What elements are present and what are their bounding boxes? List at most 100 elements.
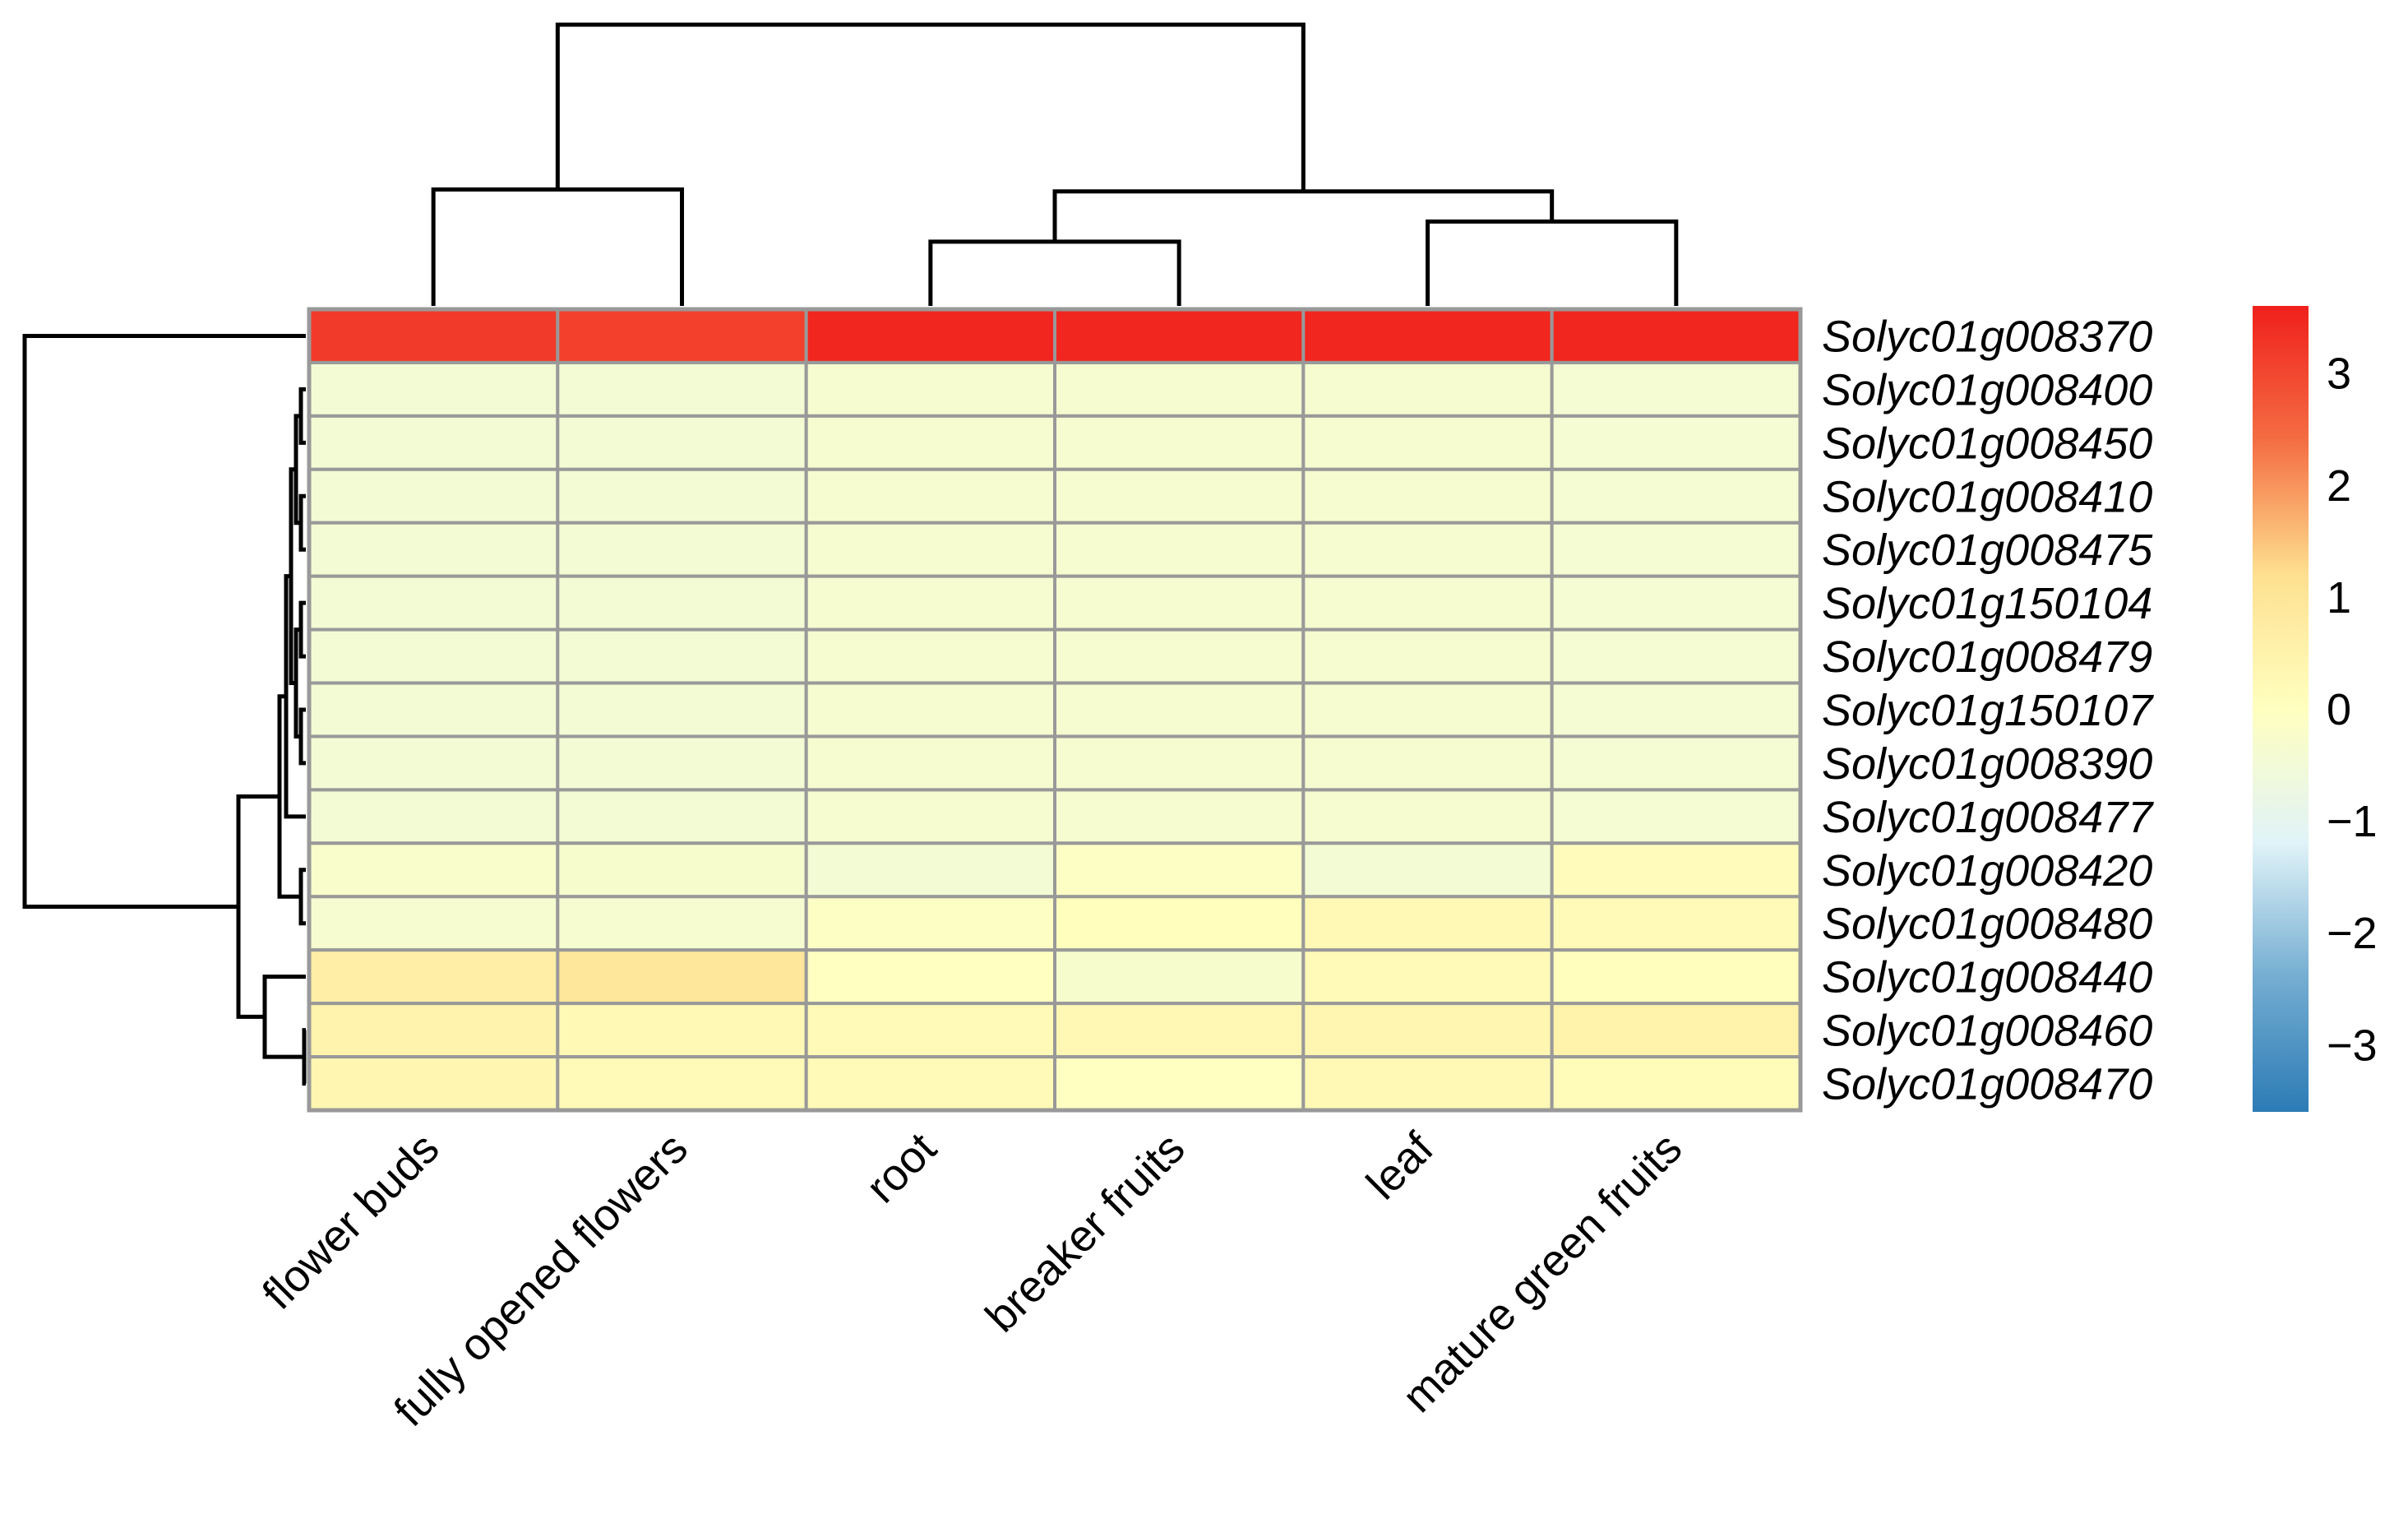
heatmap-cell — [1550, 467, 1802, 525]
heatmap-cell — [1550, 895, 1802, 952]
heatmap-cell — [307, 521, 560, 578]
heatmap-cell — [1550, 1002, 1802, 1059]
heatmap-cell — [804, 895, 1057, 952]
heatmap-cell — [1550, 574, 1802, 632]
row-dendrogram — [22, 333, 307, 1086]
column-label: root — [857, 1123, 945, 1212]
heatmap-cell — [1053, 841, 1306, 899]
heatmap-cell — [556, 521, 808, 578]
heatmap-cell — [1301, 521, 1554, 578]
color-legend-tick-label: −1 — [2327, 797, 2378, 846]
heatmap-cell — [1301, 948, 1554, 1006]
heatmap-cell — [307, 308, 560, 364]
heatmap-cell — [1550, 841, 1802, 899]
heatmap-cell — [1301, 1055, 1554, 1112]
column-dendrogram — [431, 22, 1679, 306]
heatmap-cell — [1053, 308, 1306, 364]
color-legend-tick-label: 3 — [2327, 350, 2351, 399]
heatmap-cell — [1053, 948, 1306, 1006]
row-label: Solyc01g008420 — [1822, 846, 2152, 896]
color-legend-tick-label: −3 — [2327, 1021, 2378, 1070]
heatmap-cell — [1053, 1002, 1306, 1059]
heatmap-cell — [1301, 841, 1554, 899]
heatmap-cell — [307, 681, 560, 739]
dendrogram-link — [22, 333, 306, 909]
row-label: Solyc01g008440 — [1822, 953, 2152, 1002]
heatmap-cell — [1301, 574, 1554, 632]
row-label: Solyc01g008450 — [1822, 419, 2152, 468]
heatmap-cell — [1301, 414, 1554, 471]
heatmap-cell — [804, 1055, 1057, 1112]
heatmap-cell — [307, 414, 560, 471]
dendrogram-link — [555, 22, 1306, 192]
color-legend-bar — [2253, 306, 2309, 1112]
heatmap-cell — [307, 574, 560, 632]
heatmap-cell — [804, 414, 1057, 471]
heatmap-cell — [307, 948, 560, 1006]
row-label: Solyc01g150104 — [1822, 579, 2152, 628]
heatmap-cell — [307, 895, 560, 952]
heatmap-cell — [556, 574, 808, 632]
heatmap-cell — [1550, 521, 1802, 578]
row-label: Solyc01g008480 — [1822, 900, 2152, 949]
heatmap-cell — [804, 788, 1057, 845]
heatmap-cell — [307, 841, 560, 899]
heatmap-cell — [1053, 360, 1306, 418]
heatmap-cell — [804, 841, 1057, 899]
heatmap-cell — [556, 308, 808, 364]
heatmap-cell — [804, 734, 1057, 792]
heatmap-cell — [307, 734, 560, 792]
heatmap-cell — [307, 1002, 560, 1059]
heatmap-cell — [804, 467, 1057, 525]
heatmap-cell — [556, 414, 808, 471]
heatmap-cell — [307, 467, 560, 525]
dendrogram-link — [431, 187, 684, 306]
heatmap-cell — [804, 1002, 1057, 1059]
heatmap-cell — [1053, 1055, 1306, 1112]
heatmap-cell — [1053, 681, 1306, 739]
heatmap-cell — [307, 627, 560, 685]
heatmap-cell — [1550, 788, 1802, 845]
heatmap-cell — [1053, 574, 1306, 632]
color-legend-tick-label: 0 — [2327, 685, 2351, 734]
color-legend: 3 2 1 0 −1 −2 −3 — [2253, 306, 2378, 1112]
color-legend-tick-label: 2 — [2327, 461, 2351, 511]
heatmap-cell — [556, 948, 808, 1006]
row-label: Solyc01g008475 — [1822, 526, 2153, 575]
dendrogram-link — [298, 707, 306, 766]
color-legend-tick-label: 1 — [2327, 573, 2351, 623]
row-label: Solyc01g008410 — [1822, 472, 2152, 521]
column-label: mature green fruits — [1393, 1123, 1691, 1422]
heatmap-cell — [1301, 734, 1554, 792]
heatmap-cell — [804, 627, 1057, 685]
heatmap-cell — [1301, 308, 1554, 364]
heatmap-cell — [1053, 895, 1306, 952]
heatmap-cell — [556, 681, 808, 739]
heatmap-border — [307, 307, 1803, 1113]
heatmap-cell — [1550, 734, 1802, 792]
row-label: Solyc01g008470 — [1822, 1060, 2152, 1109]
heatmap-cell — [1301, 895, 1554, 952]
dendrogram-link — [1426, 219, 1679, 306]
heatmap-cell — [804, 360, 1057, 418]
heatmap-cell — [804, 521, 1057, 578]
heatmap-cell — [804, 308, 1057, 364]
heatmap-cell — [1301, 627, 1554, 685]
color-legend-ticks: 3 2 1 0 −1 −2 −3 — [2327, 350, 2378, 1071]
heatmap-cell — [1550, 360, 1802, 418]
heatmap-cell — [804, 574, 1057, 632]
heatmap-cell — [1550, 1055, 1802, 1112]
column-label: breaker fruits — [976, 1123, 1194, 1341]
heatmap-cell — [1301, 467, 1554, 525]
heatmap-cell — [804, 948, 1057, 1006]
row-label: Solyc01g150107 — [1822, 686, 2154, 735]
row-label: Solyc01g008390 — [1822, 739, 2152, 789]
color-legend-tick-label: −2 — [2327, 909, 2378, 958]
heatmap-cell — [1550, 681, 1802, 739]
dendrogram-link — [298, 387, 306, 445]
dendrogram-link — [298, 493, 306, 552]
heatmap-cell — [307, 788, 560, 845]
heatmap-cell — [1301, 681, 1554, 739]
